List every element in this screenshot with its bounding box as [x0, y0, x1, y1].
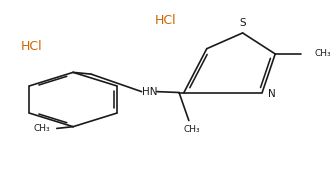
Text: HCl: HCl: [21, 40, 43, 53]
Text: CH₃: CH₃: [34, 124, 50, 133]
Text: HN: HN: [142, 87, 157, 97]
Text: CH₃: CH₃: [314, 49, 331, 58]
Text: S: S: [239, 18, 246, 28]
Text: N: N: [268, 89, 276, 99]
Text: HCl: HCl: [154, 14, 176, 27]
Text: CH₃: CH₃: [184, 125, 200, 134]
